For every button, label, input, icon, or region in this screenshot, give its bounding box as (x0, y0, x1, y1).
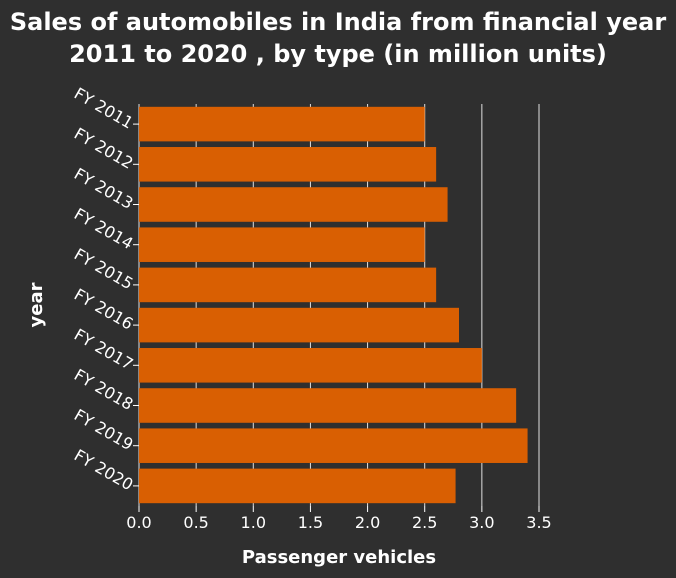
bar (139, 388, 517, 423)
bar (139, 106, 425, 142)
x-tick-label: 1.0 (241, 513, 266, 532)
bar (139, 428, 528, 463)
bar (139, 307, 459, 343)
x-tick-label: 0.5 (183, 513, 208, 532)
bar (139, 187, 448, 222)
x-tick-label: 2.5 (412, 513, 437, 532)
bar-layer (139, 106, 528, 504)
bar (139, 227, 425, 262)
x-tick-label: 2.0 (355, 513, 380, 532)
chart-title: Sales of automobiles in India from finan… (9, 8, 667, 68)
y-axis-title: year (26, 282, 47, 327)
bar (139, 348, 482, 383)
x-tick-label: 0.0 (126, 513, 151, 532)
bar (139, 147, 437, 182)
x-tick-label: 3.5 (526, 513, 551, 532)
x-tick-label: 1.5 (298, 513, 323, 532)
bar (139, 267, 437, 303)
x-axis-title: Passenger vehicles (242, 547, 436, 568)
x-tick-label: 3.0 (469, 513, 494, 532)
bar (139, 468, 456, 504)
